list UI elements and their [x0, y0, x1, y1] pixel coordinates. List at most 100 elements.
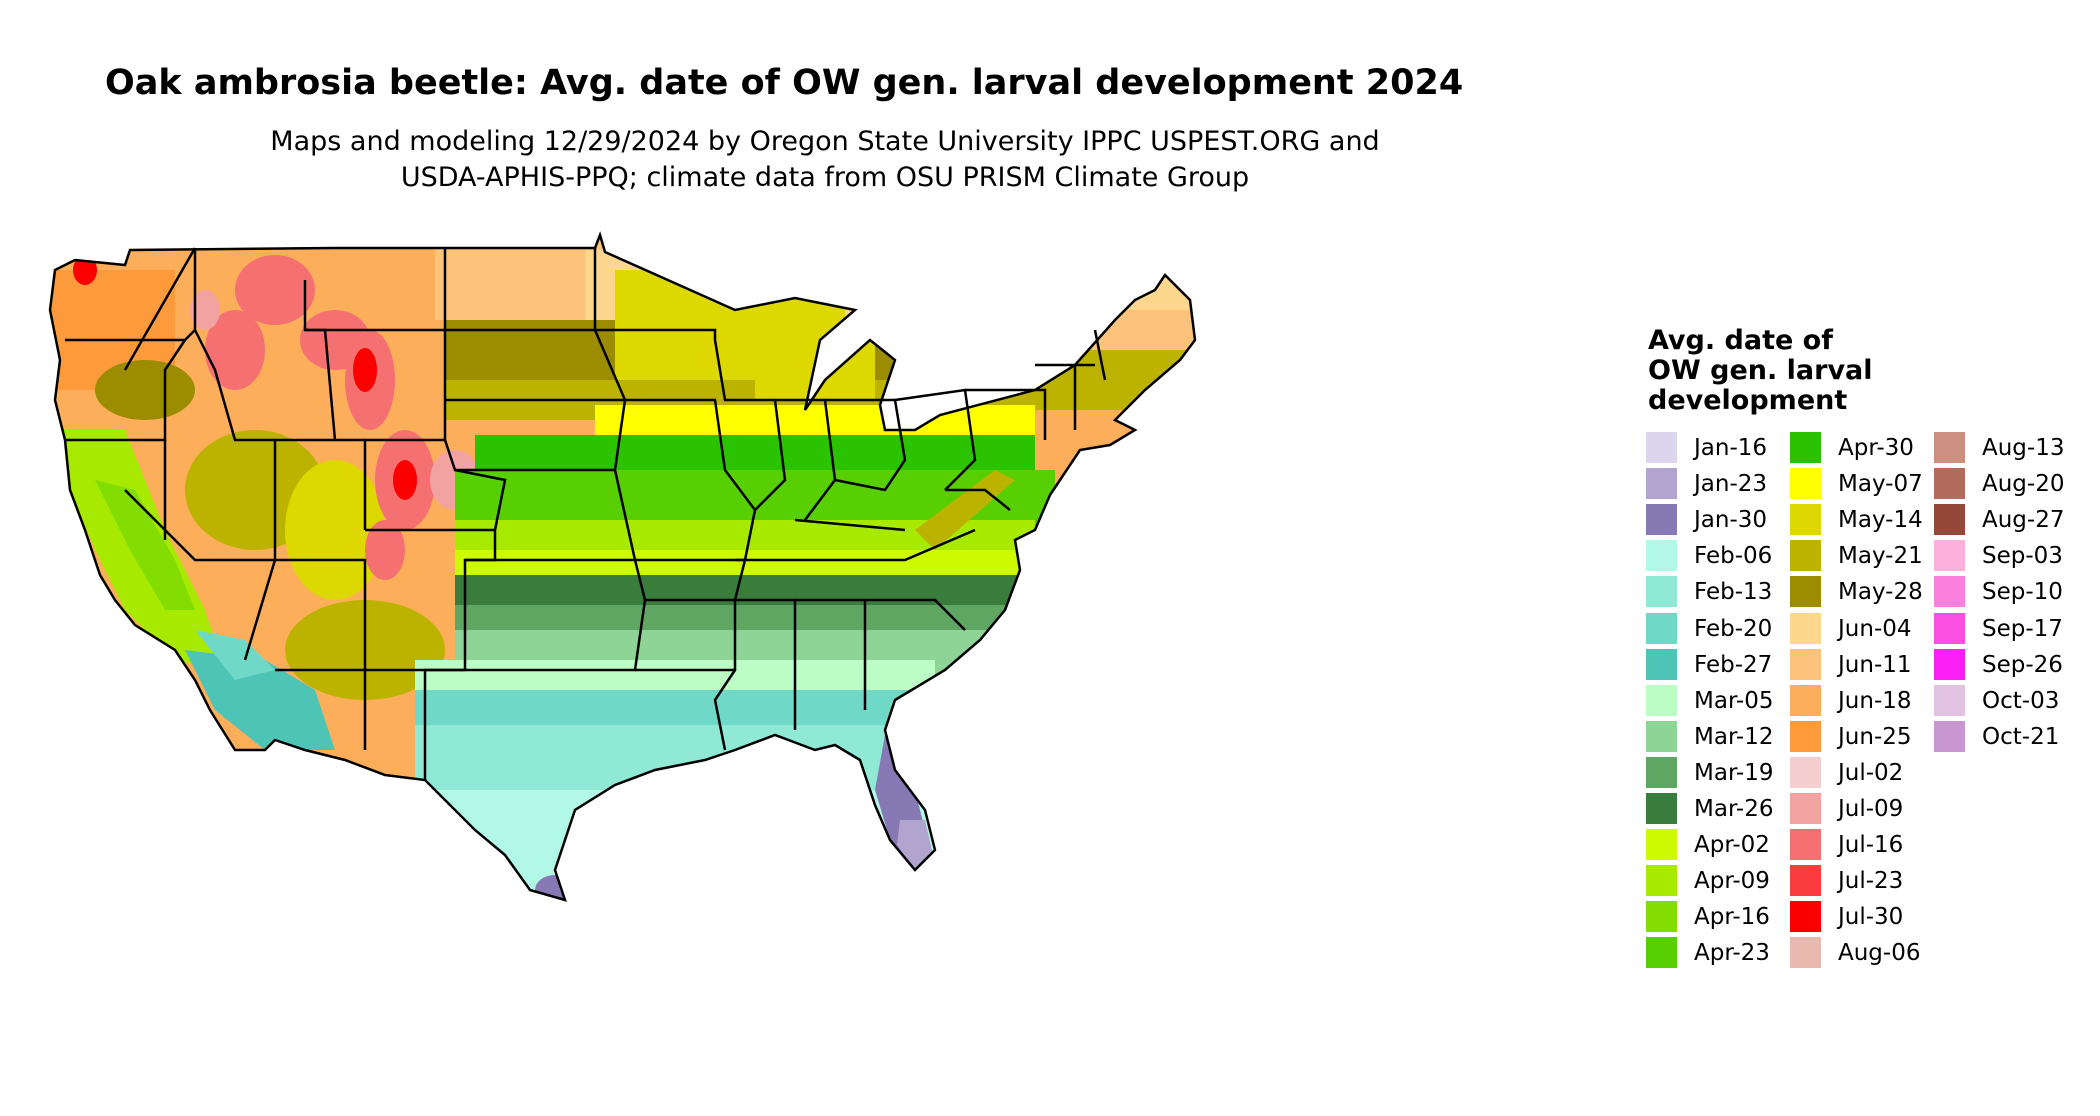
map-band-columbia-basin: [95, 360, 195, 420]
legend-swatch: [1934, 576, 1965, 608]
legend-label: Sep-10: [1982, 579, 2063, 606]
legend-label: Oct-21: [1982, 723, 2060, 750]
legend-swatch: [1934, 432, 1965, 463]
legend-label: Feb-13: [1694, 579, 1773, 606]
legend-swatch: [1646, 720, 1677, 752]
legend-item: Oct-03: [1934, 683, 2084, 719]
legend-item: Apr-09: [1646, 863, 1796, 899]
legend-item: Oct-21: [1934, 719, 2084, 755]
legend-label: Jul-02: [1838, 759, 1904, 786]
legend-swatch: [1934, 612, 1965, 644]
legend-swatch: [1790, 576, 1821, 608]
legend-item: Jul-16: [1790, 827, 1940, 863]
map-canvas: [48, 231, 1197, 902]
legend-item: May-07: [1790, 466, 1940, 502]
legend-label: Jan-23: [1694, 471, 1768, 498]
legend-swatch: [1934, 504, 1965, 536]
legend-item: Sep-26: [1934, 647, 2084, 683]
legend-item: Aug-06: [1790, 935, 1940, 971]
legend-item: Apr-16: [1646, 899, 1796, 935]
legend-item: Mar-26: [1646, 791, 1796, 827]
legend-swatch: [1646, 793, 1677, 824]
legend-item: May-14: [1790, 502, 1940, 538]
legend-item: Aug-27: [1934, 502, 2084, 538]
legend-label: Jul-16: [1838, 832, 1904, 859]
legend-item: May-21: [1790, 538, 1940, 574]
legend-item: Aug-13: [1934, 430, 2084, 466]
legend-label: Feb-06: [1694, 543, 1773, 570]
legend-label: Apr-16: [1694, 904, 1770, 931]
legend-swatch: [1646, 540, 1677, 572]
legend-item: Apr-23: [1646, 935, 1796, 971]
legend-label: Sep-17: [1982, 615, 2063, 642]
legend-swatch: [1646, 612, 1677, 644]
legend-item: Sep-03: [1934, 538, 2084, 574]
legend-swatch: [1790, 793, 1821, 824]
legend-item: Jan-16: [1646, 430, 1796, 466]
legend-item: Feb-20: [1646, 611, 1796, 647]
legend-swatch: [1934, 684, 1965, 716]
legend-label: May-14: [1838, 507, 1923, 534]
state-boundaries: [48, 231, 1197, 902]
legend-item: Feb-13: [1646, 574, 1796, 610]
legend-label: Apr-09: [1694, 868, 1770, 895]
legend-label: Apr-02: [1694, 832, 1770, 859]
legend-swatch: [1646, 468, 1677, 500]
legend-swatch: [1646, 865, 1677, 897]
legend-swatch: [1790, 829, 1821, 861]
legend-swatch: [1934, 468, 1965, 500]
legend-label: Sep-03: [1982, 543, 2063, 570]
legend-swatch: [1790, 648, 1821, 680]
legend-label: Apr-30: [1838, 435, 1914, 461]
legend-title-line-3: development: [1648, 385, 1848, 416]
legend-swatch: [1790, 684, 1821, 716]
legend-swatch: [1646, 576, 1677, 608]
legend-swatch: [1646, 829, 1677, 861]
legend-item: Jul-30: [1790, 899, 1940, 935]
us-degree-day-map: [35, 230, 1615, 1060]
legend-label: Jan-30: [1694, 507, 1768, 534]
legend-item: Mar-12: [1646, 719, 1796, 755]
legend-label: Jun-11: [1838, 651, 1912, 678]
legend-label: Feb-20: [1694, 615, 1773, 642]
legend-label: May-21: [1838, 543, 1923, 570]
legend-label: Sep-26: [1982, 651, 2063, 678]
map-title: Oak ambrosia beetle: Avg. date of OW gen…: [105, 63, 1464, 103]
legend-item: Mar-19: [1646, 755, 1796, 791]
legend-label: Aug-13: [1982, 435, 2065, 461]
legend-label: Mar-05: [1694, 687, 1774, 714]
legend-label: Jun-18: [1838, 687, 1912, 714]
legend-swatch: [1934, 540, 1965, 572]
legend-item: Feb-06: [1646, 538, 1796, 574]
legend-title-line-2: OW gen. larval: [1648, 355, 1873, 386]
map-band-gulf-coast: [415, 690, 935, 730]
legend-item: Jun-25: [1790, 719, 1940, 755]
legend-swatch: [1790, 756, 1821, 788]
legend-label: Jul-23: [1838, 868, 1904, 895]
legend-item: Mar-05: [1646, 683, 1796, 719]
legend-item: Sep-10: [1934, 574, 2084, 610]
legend-label: Apr-23: [1694, 940, 1770, 967]
legend-swatch: [1790, 504, 1821, 536]
map-subtitle-line-1: Maps and modeling 12/29/2024 by Oregon S…: [270, 126, 1380, 157]
legend-swatch: [1934, 720, 1965, 752]
legend-label: Mar-12: [1694, 723, 1774, 750]
legend-swatch: [1790, 612, 1821, 644]
legend-item: Feb-27: [1646, 647, 1796, 683]
legend-swatch: [1790, 468, 1821, 500]
legend-item: Apr-02: [1646, 827, 1796, 863]
legend-item: Aug-20: [1934, 466, 2084, 502]
map-band-desert-southwest: [185, 650, 335, 750]
legend-swatch: [1934, 648, 1965, 680]
legend-label: Mar-26: [1694, 796, 1774, 822]
legend-label: Oct-03: [1982, 687, 2060, 714]
legend-label: Aug-06: [1838, 940, 1921, 967]
legend-label: Jul-30: [1838, 904, 1904, 931]
legend-swatch: [1646, 684, 1677, 716]
legend-label: May-28: [1838, 579, 1923, 606]
legend-item: Jun-11: [1790, 647, 1940, 683]
legend-item: May-28: [1790, 574, 1940, 610]
legend-swatch: [1646, 504, 1677, 536]
legend-label: Feb-27: [1694, 651, 1773, 678]
legend-label: Aug-27: [1982, 507, 2065, 534]
